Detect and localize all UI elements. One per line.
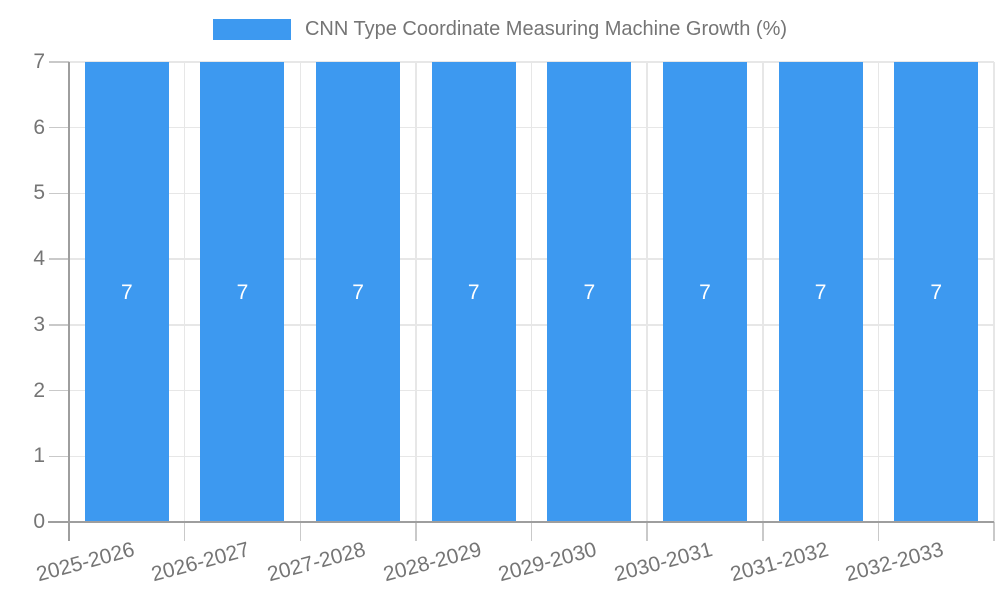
bar-value-label: 7 — [236, 280, 249, 304]
legend-swatch — [212, 19, 291, 40]
bar-value-label: 7 — [699, 280, 711, 304]
y-axis-tick — [49, 389, 69, 392]
bar: 7 — [200, 62, 285, 522]
bar: 7 — [662, 62, 747, 522]
bar: 7 — [431, 62, 516, 522]
y-axis-tick — [49, 258, 69, 260]
x-gridline — [530, 62, 533, 522]
x-axis-tick — [415, 522, 417, 541]
x-gridline — [299, 62, 301, 522]
bar-value-label: 7 — [814, 280, 827, 304]
x-axis-tick — [877, 522, 880, 541]
y-axis-label: 7 — [33, 50, 45, 73]
x-axis-tick — [299, 522, 301, 541]
legend-label: CNN Type Coordinate Measuring Machine Gr… — [304, 18, 788, 40]
bar-value-label: 7 — [467, 280, 480, 304]
x-gridline — [762, 62, 764, 522]
x-gridline — [877, 62, 880, 522]
y-axis-tick — [49, 126, 69, 129]
x-gridline — [646, 62, 648, 522]
bar-value-label: 7 — [930, 280, 943, 304]
bar-value-label: 7 — [120, 280, 133, 304]
bar: 7 — [778, 62, 863, 522]
x-axis-tick — [530, 522, 533, 541]
y-axis-tick — [49, 192, 69, 195]
bar: 7 — [894, 62, 979, 522]
x-gridline — [415, 62, 417, 522]
plot-area: 0 1 2 3 4 5 6 7 7 7 7 7 7 7 7 7 2025-2026 2026-2027 2027-2… — [33, 50, 995, 586]
x-gridline — [183, 62, 186, 522]
y-axis-tick — [49, 324, 69, 326]
y-axis-label: 4 — [33, 247, 45, 271]
legend-item[interactable]: CNN Type Coordinate Measuring Machine Gr… — [0, 18, 1000, 41]
y-axis-label: 2 — [33, 378, 45, 402]
bar-value-label: 7 — [583, 280, 596, 304]
y-axis-tick — [49, 61, 69, 63]
x-axis-tick — [183, 522, 186, 541]
y-axis-label: 0 — [33, 510, 45, 533]
bar: 7 — [84, 62, 169, 522]
y-axis-label: 1 — [33, 444, 45, 468]
y-axis-label: 6 — [33, 115, 45, 139]
bar-value-label: 7 — [352, 280, 364, 304]
x-axis-tick — [646, 522, 648, 541]
x-axis-tick — [993, 522, 995, 541]
x-axis-tick — [762, 522, 764, 541]
bar: 7 — [547, 62, 632, 522]
y-axis-label: 3 — [33, 312, 45, 336]
y-axis-tick — [49, 455, 69, 458]
x-gridline — [993, 62, 995, 522]
x-axis-line — [48, 521, 994, 523]
y-axis-label: 5 — [33, 181, 45, 205]
bar: 7 — [316, 62, 401, 522]
y-axis-line — [68, 62, 70, 541]
